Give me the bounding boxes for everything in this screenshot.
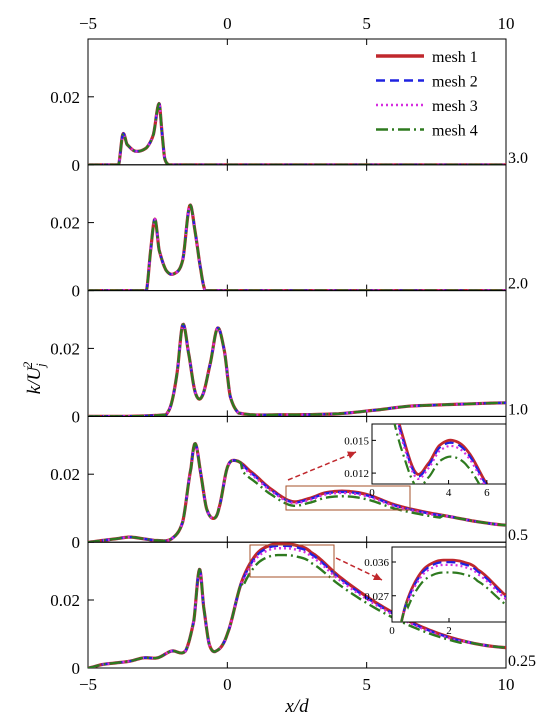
insets-layer: 0 4 6 0.012 0.015 0 2 0.027 0.036	[249, 423, 507, 637]
zoom-arrow	[287, 451, 357, 481]
inset-series-line-mesh-4	[400, 571, 506, 622]
inset-x-tick-label: 0	[369, 487, 375, 499]
panel-curves	[88, 442, 506, 543]
y-tick-label: 0	[72, 407, 81, 426]
y-tick-label: 0	[72, 282, 81, 301]
panel-side-label: 0.5	[508, 527, 528, 544]
svg-text:k/Uj2: k/Uj2	[20, 361, 48, 394]
inset-series-line-mesh-3	[396, 424, 486, 484]
inset-1: 0 2 0.027 0.036	[249, 544, 507, 637]
inset-frame	[371, 423, 507, 485]
series-line-mesh-4	[88, 553, 506, 669]
legend: mesh 1 mesh 2 mesh 3 mesh 4	[376, 49, 478, 140]
panel-frame	[87, 290, 507, 417]
series-line-mesh-4	[88, 203, 506, 291]
inset-curves	[399, 558, 506, 622]
panels-layer: 0 0.02 3.0 0 0.02 2.0 0 0.02 1.0 0 0.02 0.5 0 0.02 0.2…	[50, 14, 536, 694]
inset-y-tick-label: 0.015	[344, 435, 369, 447]
y-axis-title: k/Uj2	[20, 361, 48, 394]
inset-x-tick-label: 6	[484, 487, 490, 499]
series-line-mesh-2	[88, 323, 506, 417]
y-tick-label: 0	[72, 156, 81, 175]
inset-series-line-mesh-1	[397, 424, 489, 484]
zoom-region-box	[285, 485, 411, 511]
x-tick-label-bottom: 0	[223, 675, 232, 694]
series-line-mesh-4	[88, 323, 506, 417]
inset-curves	[393, 424, 489, 484]
x-tick-label-bottom: −5	[79, 675, 97, 694]
inset-series-line-mesh-2	[400, 561, 506, 622]
y-tick-label: 0.02	[50, 339, 80, 358]
inset-x-tick-label: 0	[389, 625, 395, 637]
panel-side-label: 2.0	[508, 276, 528, 293]
inset-y-tick-label: 0.036	[364, 557, 389, 569]
x-tick-label-top: 5	[362, 14, 371, 33]
panel-side-label: 3.0	[508, 150, 528, 167]
zoom-arrow-head	[373, 572, 382, 581]
series-line-mesh-3	[88, 203, 506, 291]
legend-label: mesh 3	[432, 98, 478, 115]
panel-curves	[88, 322, 506, 417]
y-tick-label: 0	[72, 659, 81, 678]
x-axis-title: x/d	[284, 696, 309, 717]
y-tick-label: 0.02	[50, 88, 80, 107]
legend-label: mesh 1	[432, 49, 478, 66]
zoom-arrow	[335, 557, 383, 581]
y-tick-label: 0.02	[50, 465, 80, 484]
x-tick-label-top: 10	[498, 14, 515, 33]
inset-y-tick-label: 0.027	[364, 591, 389, 603]
panel-side-label: 1.0	[508, 401, 528, 418]
inset-series-line-mesh-1	[399, 558, 506, 622]
y-tick-label: 0.02	[50, 214, 80, 233]
inset-series-line-mesh-3	[400, 563, 506, 622]
y-tick-label: 0	[72, 533, 81, 552]
zoom-arrow-head	[347, 451, 356, 459]
panel-frame	[87, 164, 507, 292]
series-line-mesh-1	[88, 322, 506, 417]
legend-label: mesh 4	[432, 123, 478, 140]
panel-curves	[88, 542, 506, 669]
inset-y-tick-label: 0.012	[344, 468, 369, 480]
panel-side-label: 0.25	[508, 653, 536, 670]
inset-x-tick-label: 4	[446, 487, 452, 499]
zoom-region-box	[249, 544, 335, 578]
inset-0: 0 4 6 0.012 0.015	[285, 423, 507, 511]
series-line-mesh-4	[88, 442, 506, 543]
inset-x-tick-label: 2	[446, 625, 452, 637]
x-tick-label-bottom: 5	[362, 675, 371, 694]
y-tick-label: 0.02	[50, 591, 80, 610]
series-line-mesh-3	[88, 323, 506, 417]
x-tick-label-bottom: 10	[498, 675, 515, 694]
panel-1: 0 0.02 2.0	[50, 164, 528, 301]
x-tick-label-top: 0	[223, 14, 232, 33]
panel-2: 0 0.02 1.0	[50, 290, 528, 426]
legend-label: mesh 2	[432, 74, 478, 91]
x-tick-label-top: −5	[79, 14, 97, 33]
inset-frame	[391, 546, 507, 623]
inset-series-line-mesh-4	[393, 424, 481, 484]
inset-series-line-mesh-2	[397, 424, 487, 484]
panel-curves	[88, 203, 506, 291]
